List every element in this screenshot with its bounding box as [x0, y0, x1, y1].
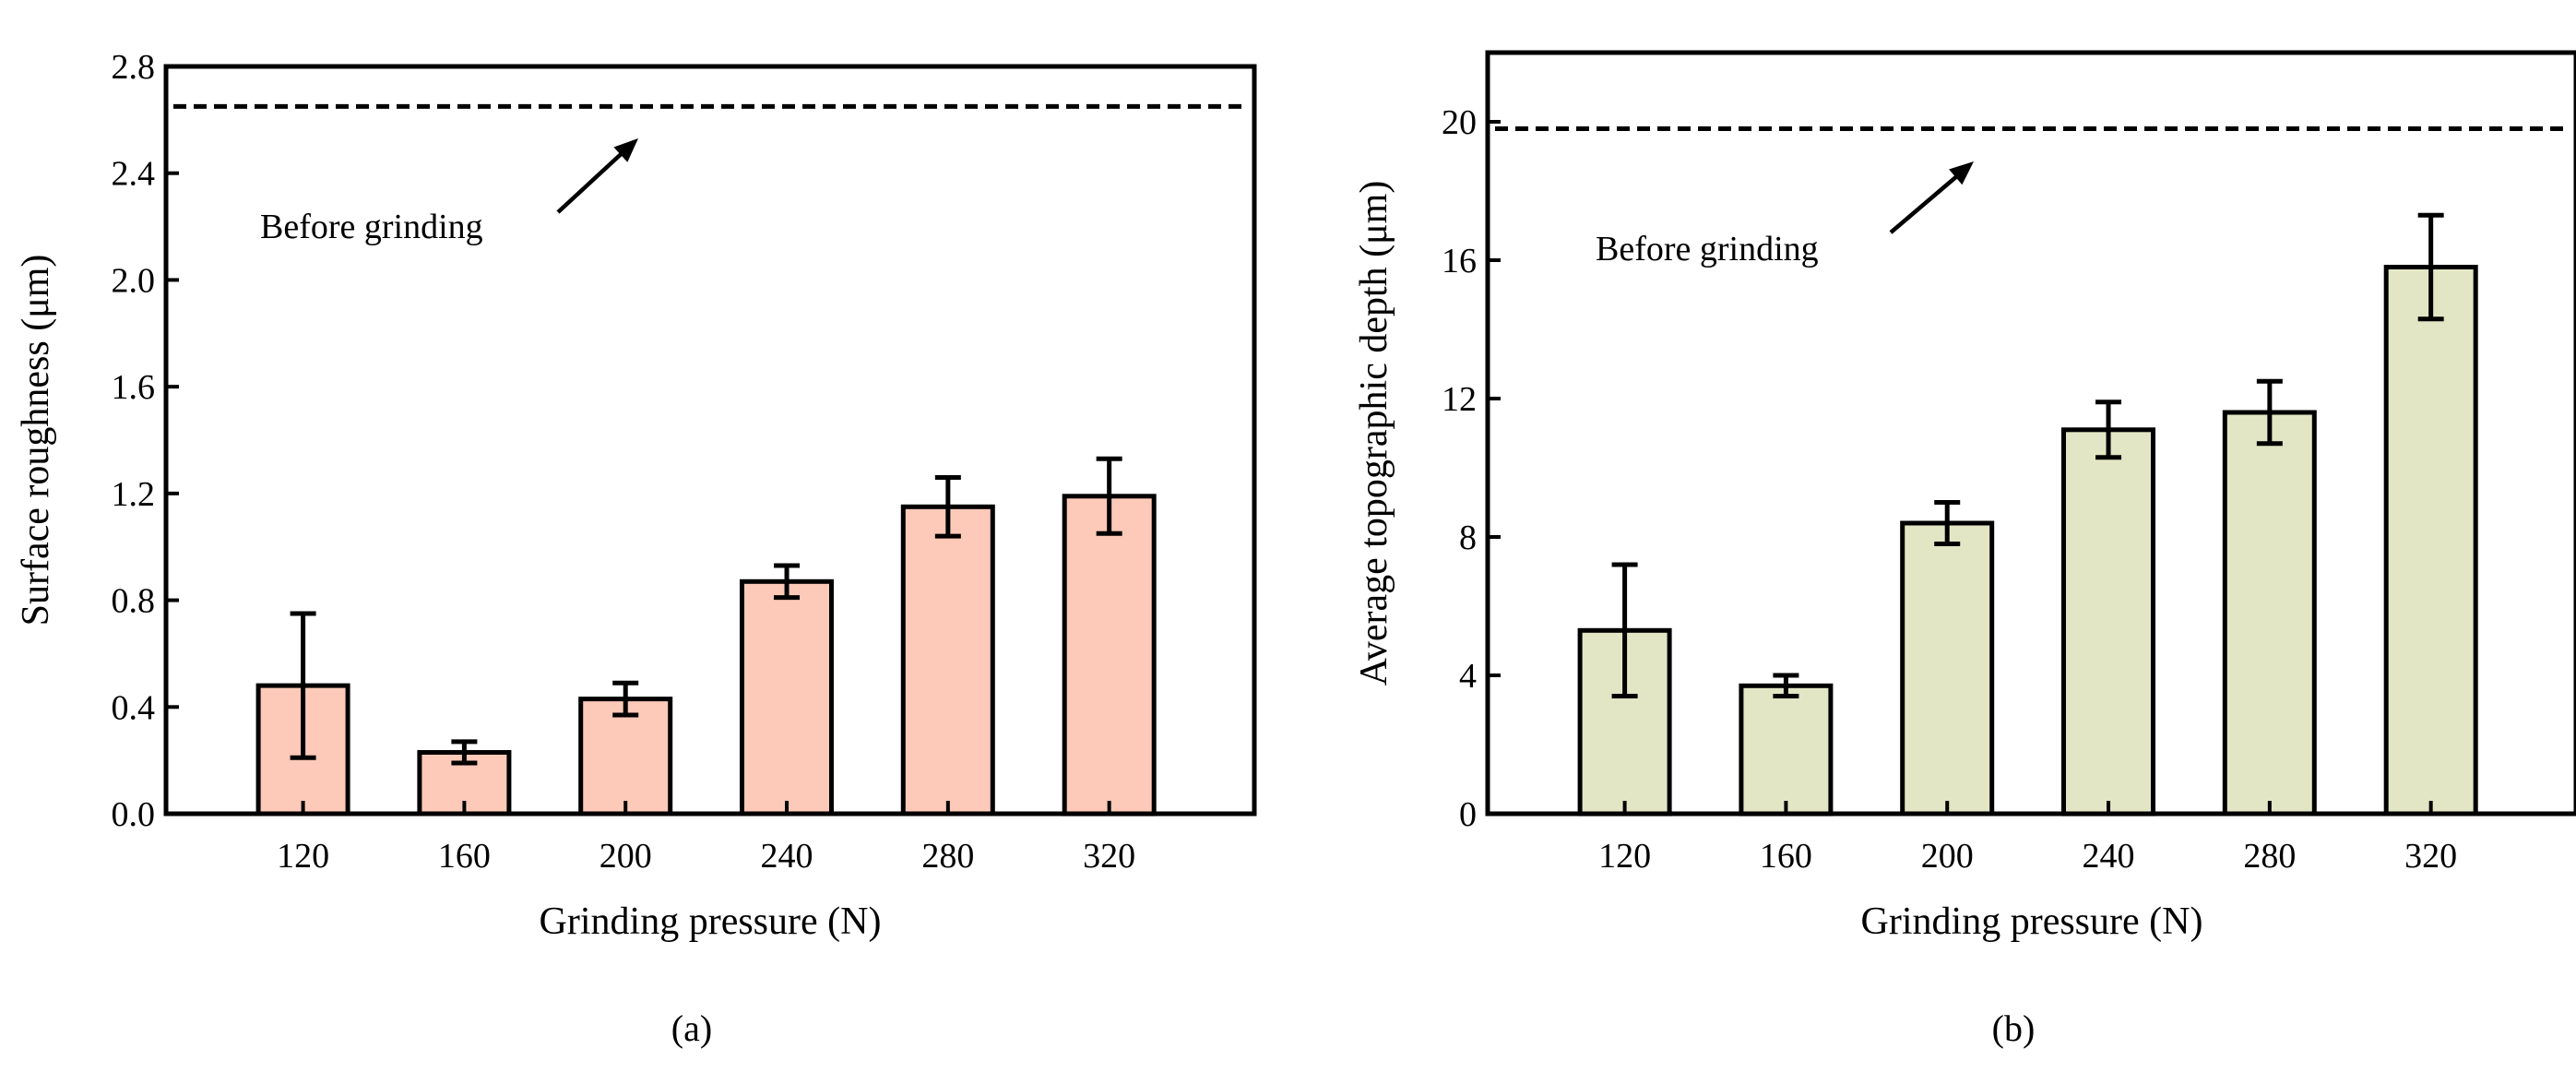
error-bar — [451, 739, 478, 766]
x-axis-label: Grinding pressure (N) — [540, 900, 882, 943]
x-axis-label: Grinding pressure (N) — [1861, 900, 2203, 943]
error-bar — [1096, 456, 1122, 536]
x-tick-label: 320 — [2404, 837, 2457, 876]
annotation-arrowhead — [1949, 161, 1974, 185]
y-tick-label: 4 — [1459, 657, 1477, 696]
error-bar — [1611, 562, 1638, 698]
error-bar — [2256, 378, 2283, 447]
y-tick-label: 0.0 — [112, 795, 156, 834]
y-tick-label: 1.6 — [112, 368, 156, 407]
y-axis-label: Surface roughness (μm) — [15, 255, 57, 626]
plot-frame — [1485, 50, 2576, 817]
y-tick-label: 2.8 — [112, 48, 156, 87]
x-tick-label: 280 — [921, 837, 974, 876]
bar — [2383, 265, 2478, 817]
y-tick-label: 20 — [1442, 103, 1477, 142]
x-tick-label: 200 — [1921, 837, 1974, 876]
x-tick-label: 320 — [1083, 837, 1135, 876]
error-bar — [1773, 673, 1799, 698]
bar — [1739, 683, 1834, 817]
chart-panel-a: Before grinding 0.0 0.4 0.8 1.2 1.6 2.0 2.4 2.8 1… — [15, 48, 1257, 1049]
bar — [900, 504, 995, 817]
y-tick-label: 2.0 — [112, 261, 156, 300]
y-tick-label: 16 — [1442, 242, 1477, 280]
error-bar — [2095, 399, 2122, 460]
annotation-label: Before grinding — [260, 208, 483, 246]
x-tick-label: 240 — [2083, 837, 2135, 876]
error-bar — [612, 680, 639, 718]
x-tick-label: 120 — [1598, 837, 1651, 876]
x-tick-label: 160 — [438, 837, 491, 876]
x-tick-label: 120 — [277, 837, 329, 876]
x-tick-label: 240 — [761, 837, 813, 876]
bar — [1900, 520, 1995, 817]
error-bar — [774, 563, 801, 601]
y-tick-label: 0.8 — [112, 582, 156, 621]
error-bar — [1934, 500, 1961, 546]
x-tick-label: 160 — [1760, 837, 1812, 876]
error-bar — [934, 475, 961, 539]
x-tick-label: 200 — [599, 837, 652, 876]
bar — [2222, 410, 2317, 817]
y-tick-label: 8 — [1459, 519, 1477, 557]
annotation-arrow — [556, 145, 631, 214]
y-tick-label: 0.4 — [112, 688, 156, 727]
y-tick-label: 2.4 — [112, 155, 156, 194]
x-tick-label: 280 — [2243, 837, 2296, 876]
y-tick-label: 0 — [1459, 795, 1477, 834]
plot-frame — [163, 64, 1257, 817]
bar — [2061, 427, 2155, 817]
bar — [740, 578, 834, 817]
y-tick-label: 12 — [1442, 380, 1477, 419]
annotation-arrow — [1889, 168, 1966, 234]
error-bar — [290, 611, 316, 760]
y-axis-label: Average topographic depth (μm) — [1353, 181, 1395, 686]
panel-label: (a) — [671, 1007, 712, 1049]
bar — [1062, 494, 1157, 817]
annotation-arrowhead — [613, 138, 638, 162]
panel-label: (b) — [1992, 1007, 2036, 1049]
chart-panel-b: Before grinding 0 4 8 12 16 20 120 160 200 240 280 3… — [1353, 50, 2576, 1049]
y-tick-label: 1.2 — [112, 475, 156, 514]
error-bar — [2417, 212, 2444, 322]
annotation-label: Before grinding — [1596, 230, 1819, 268]
